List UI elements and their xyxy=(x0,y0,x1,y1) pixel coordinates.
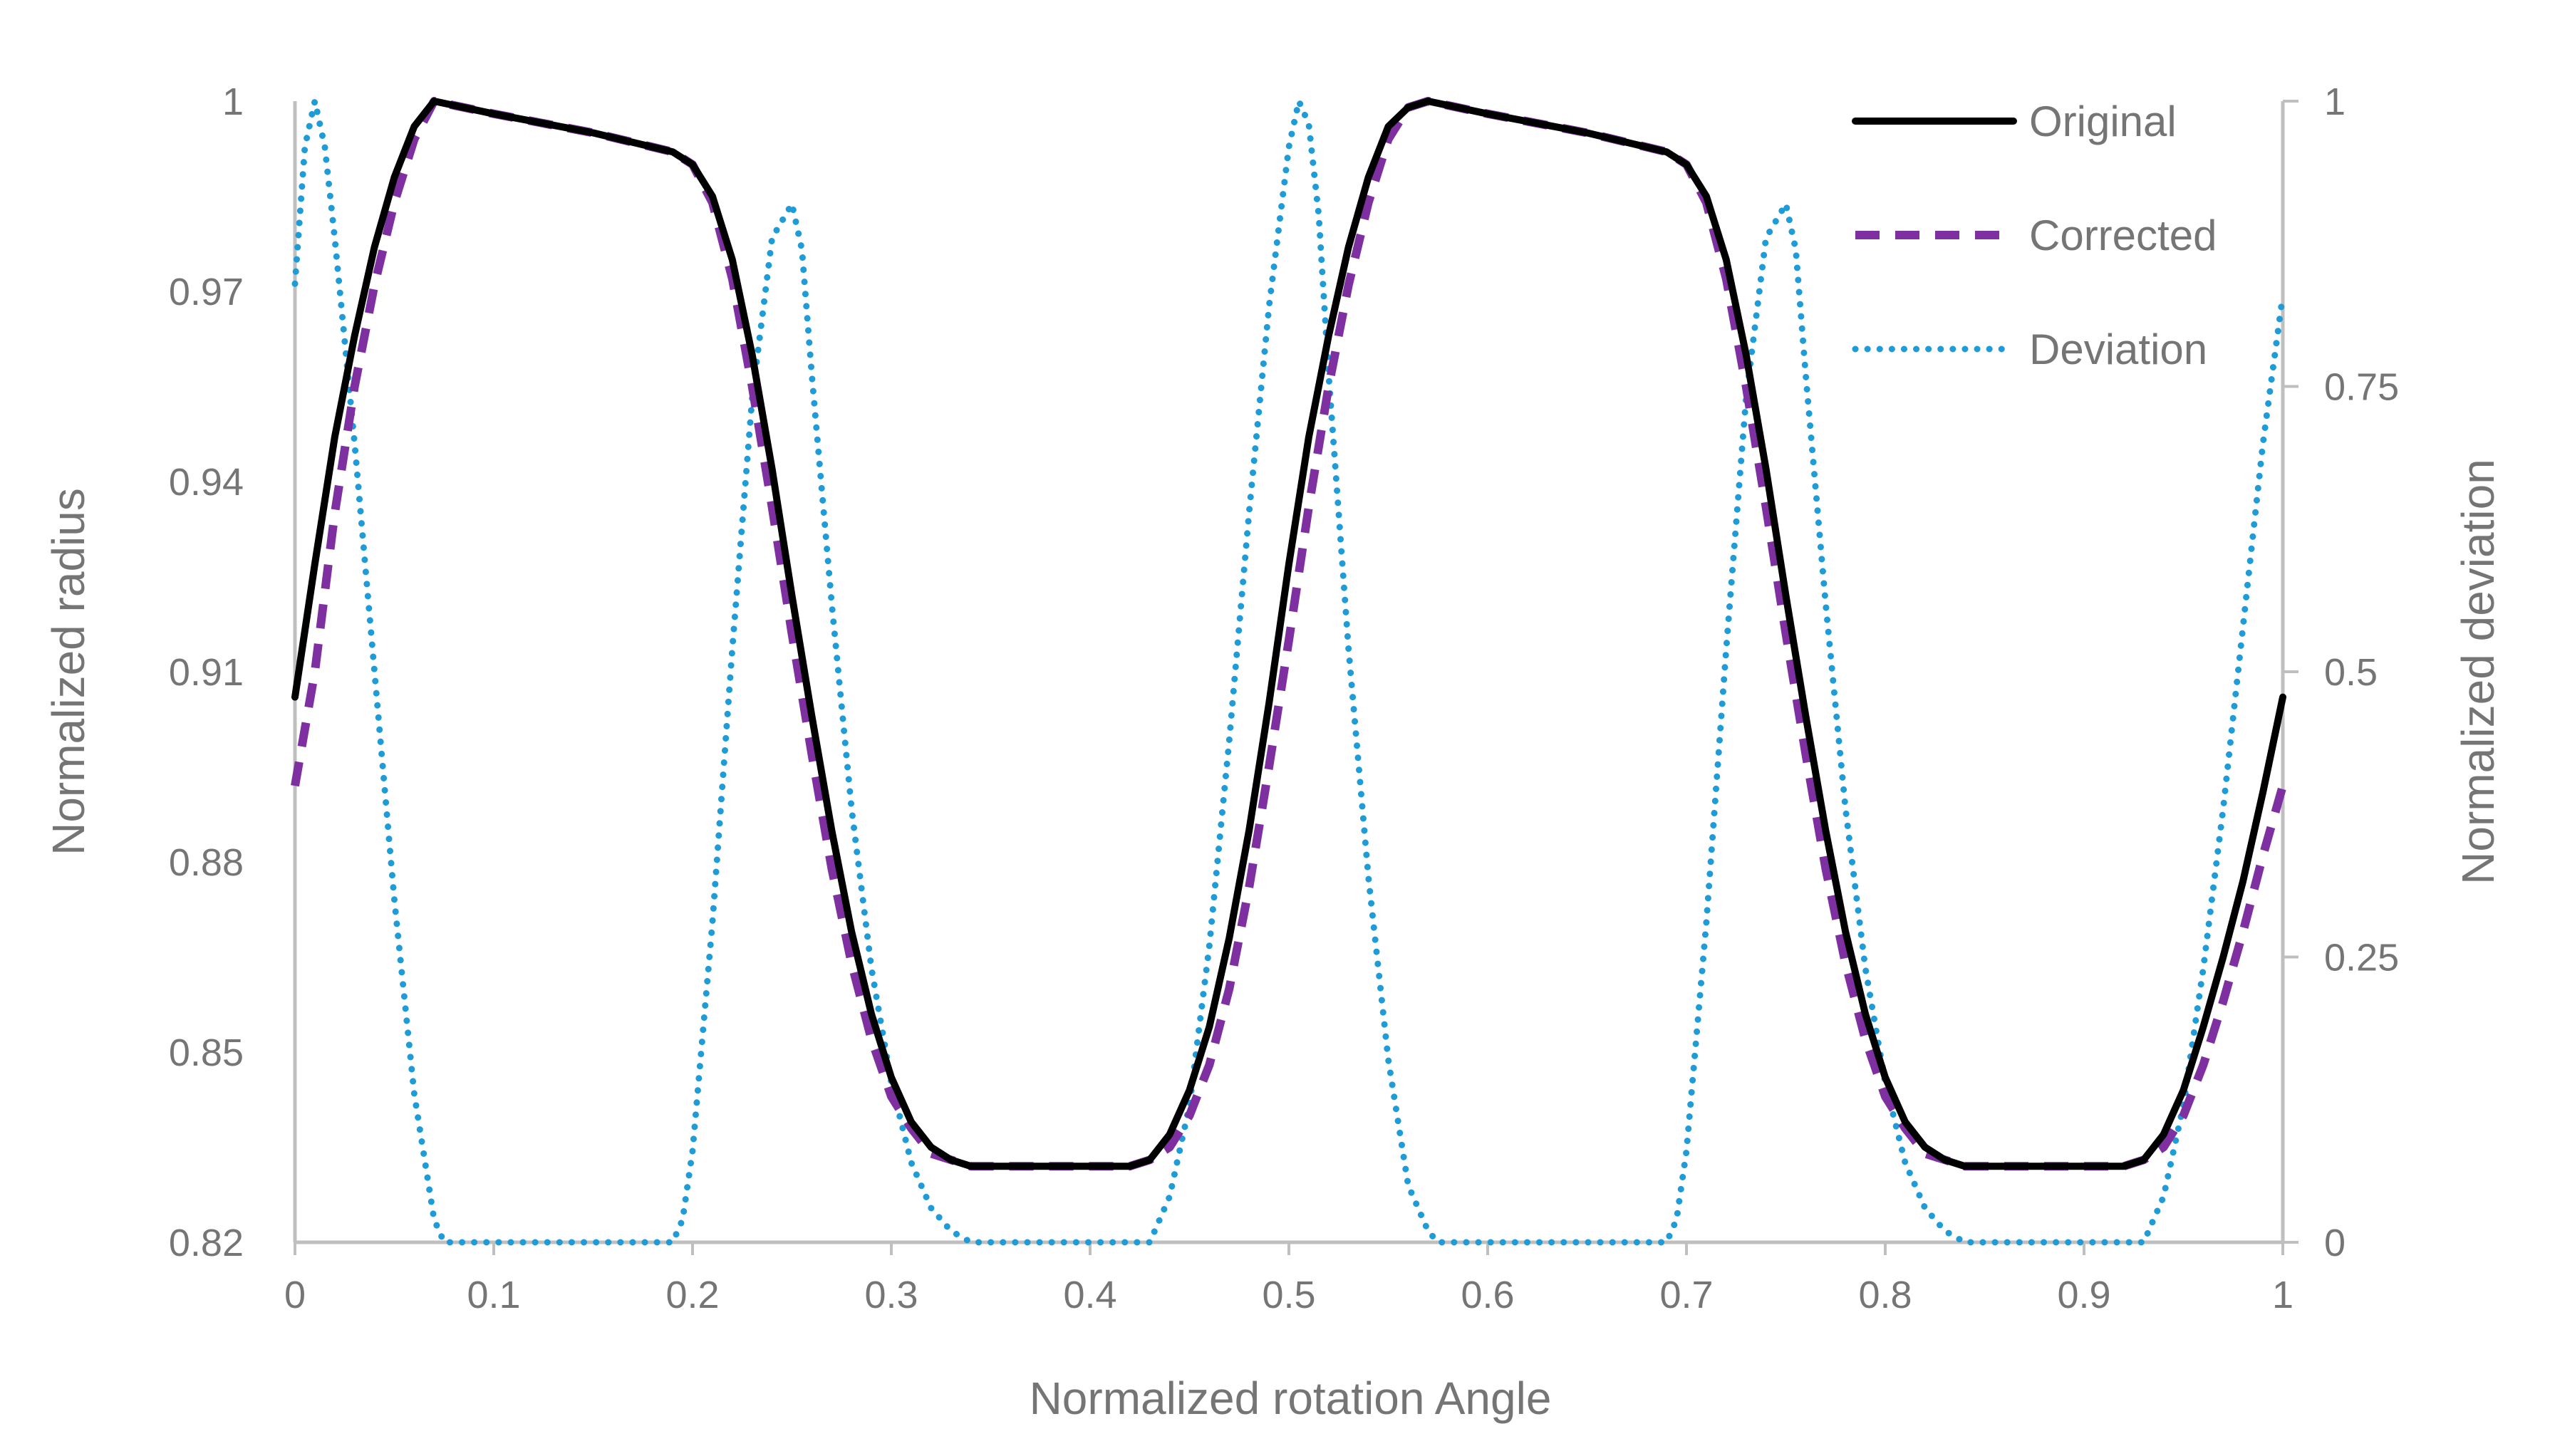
series-line-corrected xyxy=(291,97,2287,1171)
y2-tick-label: 1 xyxy=(2324,80,2346,123)
x-tick-label: 0.4 xyxy=(1063,1274,1116,1316)
y2-tick-label: 0.5 xyxy=(2324,651,2378,694)
x-axis-title: Normalized rotation Angle xyxy=(1030,1373,1552,1424)
y-tick-label: 0.82 xyxy=(169,1222,244,1264)
y-axis-title: Normalized radius xyxy=(43,488,94,856)
legend: Original Corrected Deviation xyxy=(1852,98,2217,373)
x-tick-label: 0.6 xyxy=(1461,1274,1514,1316)
y2-tick-label: 0.25 xyxy=(2324,937,2399,979)
y-tick-label: 0.85 xyxy=(169,1031,244,1074)
y-tick-label: 0.97 xyxy=(169,271,244,313)
x-tick-label: 0.9 xyxy=(2057,1274,2110,1316)
legend-label-corrected: Corrected xyxy=(2029,212,2217,259)
x-tick-label: 0.7 xyxy=(1659,1274,1713,1316)
y2-axis-title: Normalized deviation xyxy=(2452,459,2504,885)
y-tick-label: 0.94 xyxy=(169,461,244,504)
y-tick-label: 0.91 xyxy=(169,651,244,694)
axes: 0 0.1 0.2 0.3 0.4 0.5 0.6 0.7 0.8 0.9 10.820.850.8… xyxy=(169,80,2399,1316)
y-tick-label: 1 xyxy=(222,80,244,123)
y2-tick-label: 0.75 xyxy=(2324,366,2399,409)
x-tick-label: 0.1 xyxy=(467,1274,520,1316)
series-lines xyxy=(291,97,2287,1246)
x-tick-label: 0 xyxy=(284,1274,306,1316)
x-tick-label: 0.2 xyxy=(665,1274,719,1316)
series-line-deviation xyxy=(291,98,2286,1246)
x-tick-label: 0.3 xyxy=(864,1274,918,1316)
series-line-original xyxy=(291,98,2286,1170)
x-tick-label: 1 xyxy=(2272,1274,2294,1316)
legend-label-original: Original xyxy=(2029,98,2177,145)
x-tick-label: 0.5 xyxy=(1262,1274,1315,1316)
y2-tick-label: 0 xyxy=(2324,1222,2346,1264)
y-tick-label: 0.88 xyxy=(169,841,244,884)
x-tick-label: 0.8 xyxy=(1858,1274,1912,1316)
legend-label-deviation: Deviation xyxy=(2029,326,2207,373)
